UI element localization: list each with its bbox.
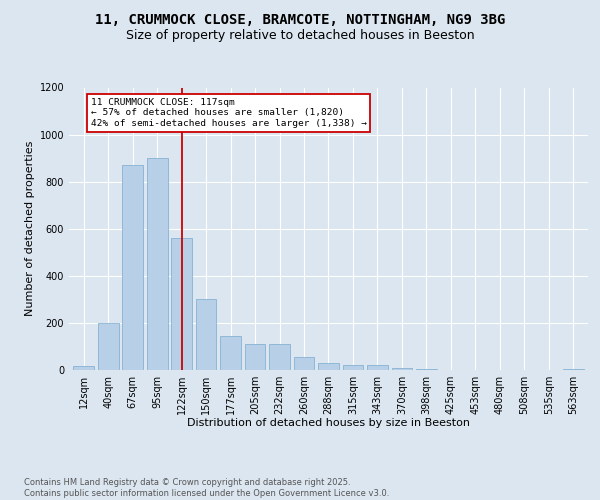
Bar xyxy=(293,357,314,370)
Text: Contains HM Land Registry data © Crown copyright and database right 2025.
Contai: Contains HM Land Registry data © Crown c… xyxy=(24,478,389,498)
Bar xyxy=(563,369,584,370)
Bar xyxy=(98,323,119,370)
Bar xyxy=(416,369,437,370)
Bar xyxy=(196,300,217,370)
X-axis label: Distribution of detached houses by size in Beeston: Distribution of detached houses by size … xyxy=(187,418,470,428)
Bar xyxy=(343,366,364,370)
Bar xyxy=(318,363,339,370)
Y-axis label: Number of detached properties: Number of detached properties xyxy=(25,141,35,316)
Bar xyxy=(392,368,412,370)
Text: 11, CRUMMOCK CLOSE, BRAMCOTE, NOTTINGHAM, NG9 3BG: 11, CRUMMOCK CLOSE, BRAMCOTE, NOTTINGHAM… xyxy=(95,12,505,26)
Text: 11 CRUMMOCK CLOSE: 117sqm
← 57% of detached houses are smaller (1,820)
42% of se: 11 CRUMMOCK CLOSE: 117sqm ← 57% of detac… xyxy=(91,98,367,128)
Bar xyxy=(220,336,241,370)
Bar xyxy=(269,344,290,370)
Bar xyxy=(171,238,192,370)
Bar xyxy=(147,158,167,370)
Bar xyxy=(122,165,143,370)
Bar xyxy=(245,344,265,370)
Text: Size of property relative to detached houses in Beeston: Size of property relative to detached ho… xyxy=(125,29,475,42)
Bar xyxy=(367,366,388,370)
Bar xyxy=(73,366,94,370)
